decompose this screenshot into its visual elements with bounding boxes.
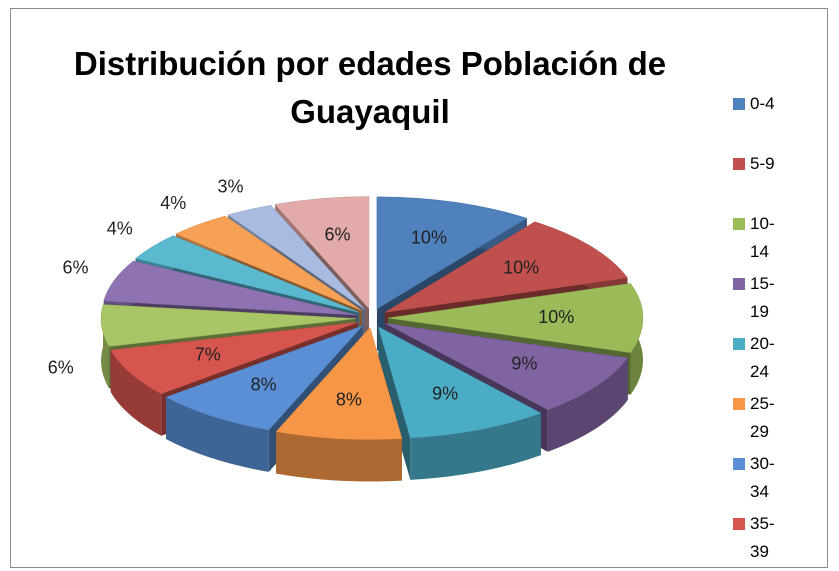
data-label: 4% [160,193,186,213]
data-label: 3% [217,176,243,196]
legend-item: 5-9 [733,150,803,210]
slice-top [387,283,644,353]
legend-item: 25-29 [733,390,803,450]
chart-title: Distribución por edades Población de Gua… [73,45,667,130]
slice-top [110,322,358,395]
data-label: 10% [538,307,574,327]
slice-top [376,196,528,310]
data-label: 8% [336,390,362,410]
legend-item: 15-19 [733,270,803,330]
legend-swatch [733,218,745,230]
data-label: 6% [48,358,74,378]
slice [377,326,542,480]
legend-label: 10-14 [750,214,775,261]
slice-top [100,304,357,347]
slice-side [410,413,541,480]
slice-side [547,358,628,452]
legend-label: 25-29 [750,394,775,441]
legend-item: 20-24 [733,330,803,390]
slice-top [227,205,365,310]
legend-swatch [733,98,745,110]
data-label: 10% [411,227,447,247]
slice-top [165,325,363,431]
slice-top [385,323,629,410]
data-label: 7% [195,345,221,365]
data-label: 8% [251,374,277,394]
legend-item: 35-39 [733,510,803,570]
data-label: 10% [503,258,539,278]
legend-swatch [733,338,745,350]
data-label: 6% [62,258,88,278]
legend-label: 35-39 [750,514,775,561]
slice-top [135,235,360,313]
slice-top [384,221,628,313]
legend-swatch [733,278,745,290]
slice-top [103,260,357,316]
legend-item: 0-4 [733,90,803,150]
legend-item: 10-14 [733,210,803,270]
legend-swatch [733,458,745,470]
slice-top [274,196,370,310]
legend-label: 5-9 [750,154,775,173]
data-label: 6% [324,225,350,245]
data-label: 9% [511,354,537,374]
slice-top [377,326,542,439]
slice-top [275,327,403,440]
legend-swatch [733,158,745,170]
legend-label: 0-4 [750,94,775,113]
slice-side [110,350,162,436]
slice [275,327,403,482]
slice-side [276,431,402,482]
slice-side [166,397,269,472]
legend-label: 15-19 [750,274,775,321]
data-label: 4% [107,219,133,239]
slice-wall [378,326,411,480]
legend-label: 30-34 [750,454,775,501]
data-label: 9% [432,383,458,403]
legend: 0-4 5-9 10-14 15-19 20-24 25-29 30-34 35-39 [733,90,803,570]
legend-label: 20-24 [750,334,775,381]
slice-top [175,215,362,311]
legend-item: 30-34 [733,450,803,510]
legend-swatch [733,518,745,530]
legend-swatch [733,398,745,410]
chart-frame [10,8,828,568]
